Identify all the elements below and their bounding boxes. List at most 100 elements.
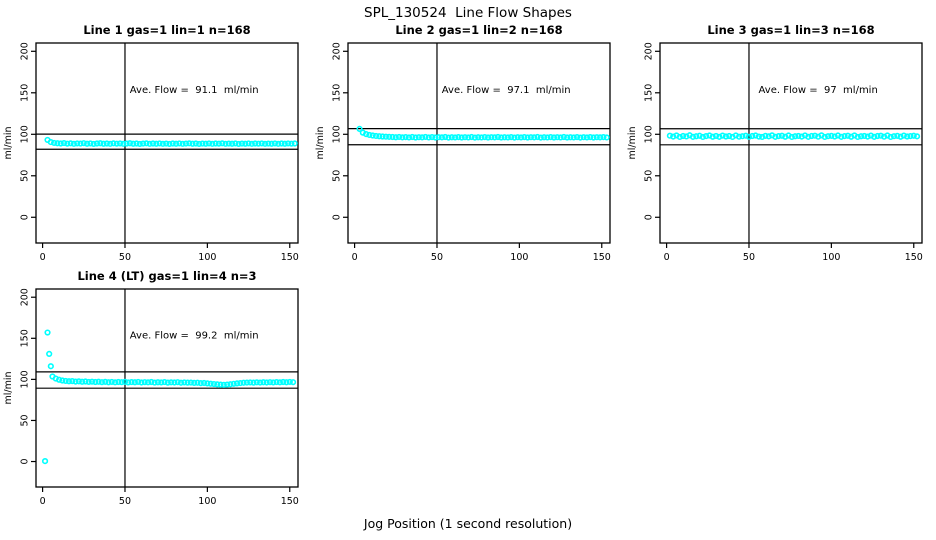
data-point	[554, 134, 561, 141]
data-points	[666, 132, 921, 141]
data-point	[232, 140, 239, 147]
data-point	[498, 134, 505, 141]
data-point	[550, 134, 558, 141]
data-point	[511, 134, 518, 141]
data-point	[215, 140, 223, 147]
y-tick-label: 200	[20, 42, 31, 60]
data-point	[253, 379, 260, 386]
data-point	[389, 133, 396, 141]
data-point	[709, 133, 716, 140]
data-point	[531, 134, 538, 141]
data-point	[131, 379, 138, 386]
data-point	[75, 378, 82, 385]
data-point	[153, 140, 160, 147]
data-point	[547, 134, 554, 141]
data-point	[55, 376, 63, 383]
data-point	[379, 133, 386, 140]
data-point	[448, 134, 455, 141]
data-point	[135, 378, 142, 386]
data-point	[560, 133, 567, 141]
outlier-point	[47, 363, 54, 370]
panel-title: Line 2 gas=1 lin=2 n=168	[395, 23, 562, 37]
data-point	[268, 140, 275, 147]
data-point	[121, 378, 129, 385]
y-tick-label: 50	[20, 414, 31, 426]
data-point	[798, 133, 805, 140]
data-point	[184, 379, 191, 386]
data-point	[196, 140, 203, 148]
ave-flow-annotation: Ave. Flow = 99.2 ml/min	[130, 330, 259, 341]
data-point	[70, 140, 77, 147]
plot-box	[35, 42, 299, 244]
plot-box	[659, 42, 923, 244]
outlier-point	[46, 350, 53, 358]
data-point	[435, 134, 442, 141]
data-point	[402, 134, 409, 141]
data-point	[521, 134, 528, 141]
data-point	[275, 140, 282, 147]
y-tick-label: 100	[332, 125, 343, 143]
data-point	[163, 140, 170, 147]
data-point	[534, 133, 541, 141]
data-point	[224, 381, 231, 388]
panel-line-1: Line 1 gas=1 lin=1 n=168 0 50 100 150 200 0 50 1…	[3, 23, 299, 263]
data-point	[475, 134, 482, 141]
data-point	[255, 140, 262, 147]
data-point	[564, 134, 571, 141]
data-point	[752, 132, 759, 139]
data-point	[176, 140, 183, 147]
data-point	[270, 379, 277, 386]
data-point	[593, 134, 600, 141]
data-point	[471, 134, 478, 141]
data-point	[745, 133, 753, 140]
data-point	[289, 379, 297, 386]
x-tick-label: 50	[119, 252, 131, 263]
data-point	[382, 133, 389, 140]
data-point	[192, 140, 199, 147]
outlier-point	[41, 458, 49, 465]
panel-title: Line 1 gas=1 lin=1 n=168	[83, 23, 250, 37]
data-point	[263, 379, 270, 386]
x-tick-label: 50	[431, 252, 443, 263]
data-point	[452, 134, 459, 141]
y-axis-title: ml/min	[3, 371, 14, 404]
data-point	[683, 133, 690, 140]
data-point	[111, 379, 119, 386]
data-point	[116, 140, 124, 147]
data-point	[107, 140, 114, 147]
data-point	[897, 133, 904, 140]
data-point	[455, 134, 462, 141]
data-point	[189, 140, 196, 147]
data-point	[874, 132, 881, 140]
data-point	[177, 379, 185, 386]
data-point	[587, 134, 594, 141]
data-point	[235, 140, 242, 148]
data-point	[419, 134, 426, 141]
data-point	[583, 134, 591, 141]
data-point	[85, 378, 92, 386]
data-point	[271, 140, 279, 147]
data-point	[491, 134, 498, 141]
panel-title: Line 4 (LT) gas=1 lin=4 n=3	[77, 269, 256, 283]
data-point	[877, 132, 884, 139]
data-point	[742, 132, 749, 139]
data-point	[258, 140, 265, 147]
data-point	[164, 379, 171, 386]
data-point	[207, 380, 214, 387]
y-tick-label: 0	[644, 214, 655, 220]
data-point	[844, 132, 851, 139]
data-point	[88, 378, 96, 385]
data-point	[72, 378, 79, 385]
data-point	[405, 134, 413, 141]
data-point	[666, 132, 673, 139]
data-point	[363, 131, 370, 138]
data-point	[913, 133, 921, 140]
data-point	[136, 140, 143, 148]
data-point	[468, 133, 475, 141]
data-point	[266, 379, 274, 386]
y-tick-label: 200	[20, 288, 31, 306]
data-point	[283, 379, 290, 386]
data-point	[87, 140, 94, 147]
data-point	[412, 134, 419, 141]
